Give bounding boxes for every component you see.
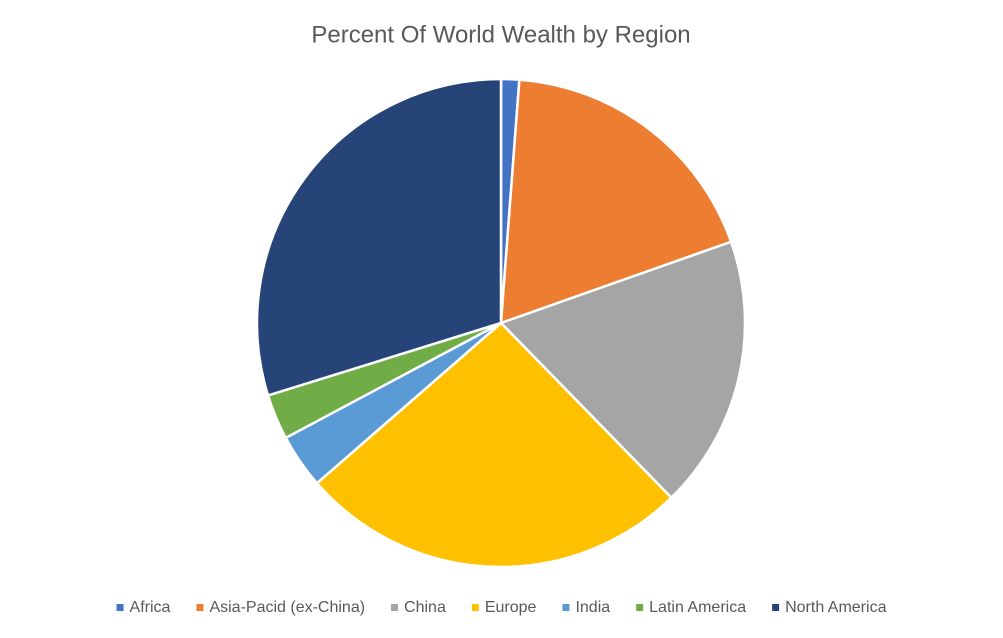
- chart-title: Percent Of World Wealth by Region: [311, 21, 690, 48]
- pie: [255, 77, 747, 569]
- pie-slice: [499, 78, 733, 325]
- legend-swatch: [196, 604, 204, 611]
- legend-label: Latin America: [649, 599, 746, 616]
- legend-label: Europe: [485, 599, 537, 616]
- legend-label: North America: [785, 599, 886, 616]
- legend-swatch: [772, 604, 780, 611]
- legend-label: Asia-Pacid (ex-China): [209, 599, 365, 616]
- pie-slice: [498, 240, 747, 500]
- legend-swatch: [562, 604, 570, 611]
- legend: Africa Asia-Pacid (ex-China) China Europe In…: [116, 599, 887, 616]
- pie-slice: [255, 77, 503, 398]
- legend-swatch: [391, 604, 399, 611]
- legend-label: China: [404, 599, 446, 616]
- legend-swatch: [116, 604, 124, 611]
- legend-label: Africa: [130, 599, 171, 616]
- pie-slice: [315, 321, 674, 569]
- legend-label: India: [575, 599, 610, 616]
- legend-swatch: [471, 604, 479, 611]
- legend-swatch: [636, 604, 644, 611]
